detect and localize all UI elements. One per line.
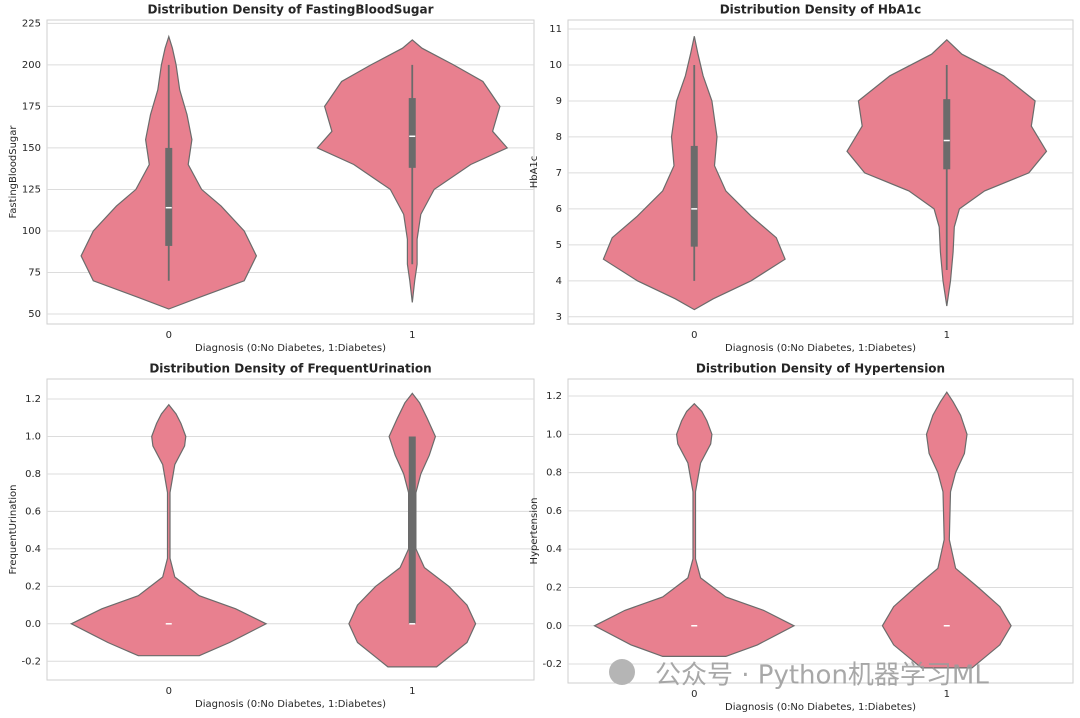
violin-body <box>69 403 268 657</box>
y-tick-label: 150 <box>22 143 41 154</box>
watermark-icon <box>609 659 635 685</box>
y-tick-label: 175 <box>22 101 41 112</box>
y-tick-label: 1.2 <box>25 394 41 405</box>
y-axis-label: Hypertension <box>529 498 540 565</box>
x-tick-label: 1 <box>409 330 415 341</box>
y-tick-label: 100 <box>22 226 41 237</box>
box <box>943 99 951 170</box>
x-tick-label: 0 <box>691 330 697 341</box>
chart-title: Distribution Density of HbA1c <box>720 3 922 17</box>
y-axis-label: HbA1c <box>529 156 540 189</box>
y-tick-label: 0.2 <box>25 581 41 592</box>
y-tick-label: 4 <box>556 276 562 287</box>
y-tick-label: 0.8 <box>546 468 562 479</box>
violin-body <box>881 391 1012 669</box>
y-tick-label: 225 <box>22 18 41 29</box>
y-tick-label: 5 <box>556 240 562 251</box>
y-tick-label: 0.0 <box>546 621 562 632</box>
y-tick-label: 0.6 <box>25 506 41 517</box>
y-tick-label: 7 <box>556 168 562 179</box>
y-tick-label: 125 <box>22 184 41 195</box>
violin-body <box>593 402 796 657</box>
box <box>690 145 698 247</box>
watermark: 公众号 · Python机器学习ML <box>609 659 989 691</box>
y-tick-label: 0.6 <box>546 506 562 517</box>
x-tick-label: 1 <box>944 330 950 341</box>
x-tick-label: 0 <box>691 689 697 700</box>
y-tick-label: 8 <box>556 132 562 143</box>
x-axis-label: Diagnosis (0:No Diabetes, 1:Diabetes) <box>195 699 386 710</box>
box <box>408 436 416 624</box>
y-tick-label: 3 <box>556 312 562 323</box>
y-tick-label: 0.2 <box>546 582 562 593</box>
x-tick-label: 0 <box>166 330 172 341</box>
y-tick-label: 1.2 <box>546 391 562 402</box>
y-tick-label: 200 <box>22 60 41 71</box>
x-tick-label: 1 <box>409 686 415 697</box>
plot-frame <box>567 378 1074 684</box>
plot-frame <box>567 19 1074 325</box>
plot-frame <box>46 378 535 681</box>
y-tick-label: 11 <box>549 24 562 35</box>
x-tick-label: 1 <box>944 689 950 700</box>
x-tick-label: 0 <box>166 686 172 697</box>
x-axis-label: Diagnosis (0:No Diabetes, 1:Diabetes) <box>195 343 386 354</box>
x-axis-label: Diagnosis (0:No Diabetes, 1:Diabetes) <box>725 343 916 354</box>
y-tick-label: -0.2 <box>542 659 562 670</box>
y-tick-label: 75 <box>28 268 41 279</box>
y-tick-label: 0.4 <box>546 544 562 555</box>
watermark-text: 公众号 · Python机器学习ML <box>655 661 989 691</box>
plot-frame <box>46 19 535 325</box>
y-tick-label: 9 <box>556 96 562 107</box>
y-tick-label: 0.8 <box>25 469 41 480</box>
box <box>408 98 416 168</box>
y-axis-label: FastingBloodSugar <box>8 125 19 219</box>
y-tick-label: 50 <box>28 309 41 320</box>
y-tick-label: 1.0 <box>25 432 41 443</box>
y-tick-label: 10 <box>549 60 562 71</box>
chart-title: Distribution Density of FastingBloodSuga… <box>147 3 433 17</box>
y-tick-label: 0.0 <box>25 619 41 630</box>
y-tick-label: 6 <box>556 204 562 215</box>
y-tick-label: 0.4 <box>25 544 41 555</box>
chart-title: Distribution Density of Hypertension <box>696 362 945 376</box>
y-axis-label: FrequentUrination <box>8 485 19 575</box>
box <box>165 147 173 246</box>
chart-title: Distribution Density of FrequentUrinatio… <box>149 362 431 376</box>
x-axis-label: Diagnosis (0:No Diabetes, 1:Diabetes) <box>725 702 916 713</box>
y-tick-label: 1.0 <box>546 429 562 440</box>
y-tick-label: -0.2 <box>21 656 41 667</box>
